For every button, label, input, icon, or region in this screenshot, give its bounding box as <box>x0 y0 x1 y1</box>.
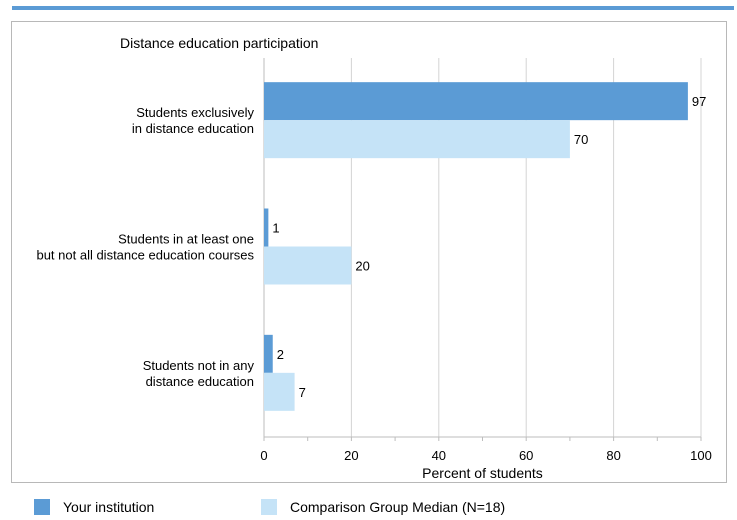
bar-chart: Distance education participation 0 20 40 60 8… <box>36 35 712 481</box>
accent-bar <box>12 6 734 10</box>
bar-1-2 <box>264 372 295 411</box>
x-tick-label-2: 40 <box>432 448 446 463</box>
x-tick-label-4: 80 <box>606 448 620 463</box>
category-label-0-line-0: Students exclusively <box>136 105 254 120</box>
data-label-1-1: 20 <box>355 259 369 274</box>
bar-0-2 <box>264 334 273 373</box>
legend-label-your-institution: Your institution <box>63 499 155 515</box>
legend-swatch-your-institution <box>34 499 50 515</box>
bar-0-0 <box>264 82 688 121</box>
legend-item-your-institution: Your institution <box>34 499 154 515</box>
x-tick-label-3: 60 <box>519 448 533 463</box>
legend-label-comparison-group: Comparison Group Median (N=18) <box>290 499 506 515</box>
x-tick-label-1: 20 <box>344 448 358 463</box>
bar-0-1 <box>264 208 269 247</box>
chart-legend: Your institution Comparison Group Median… <box>0 493 737 520</box>
data-label-0-0: 97 <box>692 94 706 109</box>
category-label-1-line-1: but not all distance education courses <box>36 248 254 263</box>
category-label-1-line-0: Students in at least one <box>118 232 254 247</box>
x-tick-label-0: 0 <box>260 448 267 463</box>
bar-1-0 <box>264 120 570 159</box>
legend-item-comparison-group: Comparison Group Median (N=18) <box>261 499 505 515</box>
data-label-1-2: 7 <box>299 385 306 400</box>
category-label-0-line-1: in distance education <box>132 121 254 136</box>
data-label-0-2: 2 <box>277 347 284 362</box>
x-tick-label-5: 100 <box>690 448 712 463</box>
data-label-0-1: 1 <box>272 221 279 236</box>
category-label-2-line-1: distance education <box>146 374 254 389</box>
category-label-2-line-0: Students not in any <box>143 358 255 373</box>
chart-title: Distance education participation <box>120 35 318 51</box>
legend-swatch-comparison-group <box>261 499 277 515</box>
x-axis-label: Percent of students <box>422 465 543 481</box>
top-accent-rule <box>0 0 737 10</box>
data-label-1-0: 70 <box>574 132 588 147</box>
bar-1-1 <box>264 246 352 285</box>
